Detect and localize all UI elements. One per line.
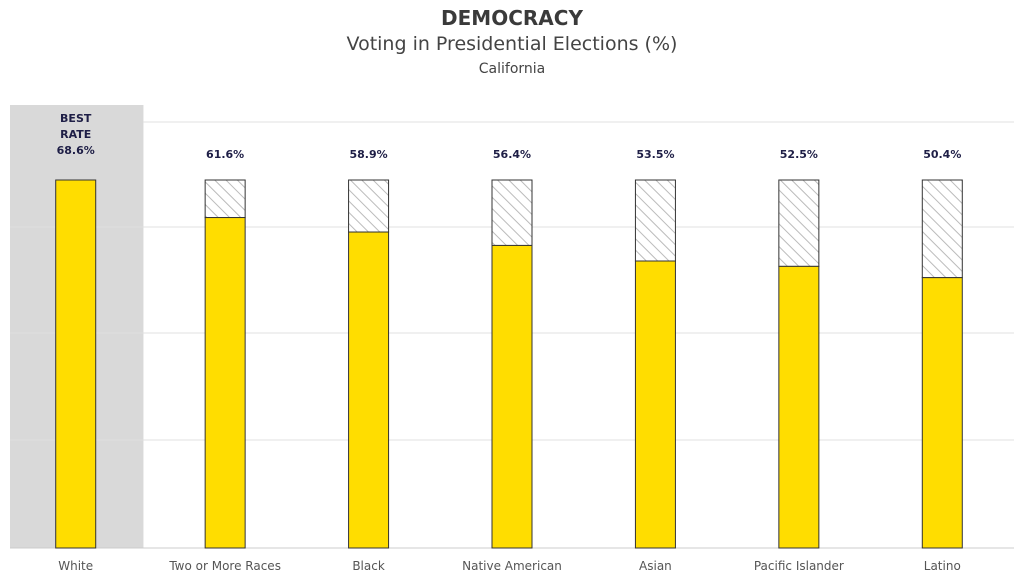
- gap-to-best-bar: [778, 179, 820, 267]
- gap-to-best-bar: [921, 179, 963, 279]
- bar: [55, 179, 97, 549]
- gap-to-best-bar: [634, 179, 676, 262]
- bar-value-label: 61.6%: [206, 148, 244, 161]
- chart-title: DEMOCRACY: [441, 6, 583, 30]
- bar: [204, 217, 246, 549]
- x-tick-label: Asian: [639, 559, 672, 573]
- bar: [921, 277, 963, 549]
- x-tick-label: White: [58, 559, 93, 573]
- x-tick-label: Native American: [462, 559, 562, 573]
- bar: [348, 231, 390, 549]
- chart-region: California: [478, 61, 546, 77]
- gap-to-best-bar: [204, 179, 246, 219]
- x-tick-label: Black: [352, 559, 385, 573]
- bar: [634, 260, 676, 549]
- x-tick-label: Two or More Races: [168, 559, 281, 573]
- bar-value-label: 53.5%: [636, 148, 674, 161]
- bar: [778, 265, 820, 549]
- bar-value-label: 58.9%: [349, 148, 387, 161]
- x-tick-label: Latino: [924, 559, 961, 573]
- gap-to-best-bar: [491, 179, 533, 246]
- best-rate-label: RATE: [60, 128, 91, 141]
- bar-value-label: 56.4%: [493, 148, 531, 161]
- chart-subtitle: Voting in Presidential Elections (%): [346, 33, 678, 55]
- bar: [491, 244, 533, 549]
- bar-value-label: 68.6%: [57, 144, 95, 157]
- plot-area: BEST RATE 68.6% White 61.6% Two or More Races…: [10, 105, 1014, 573]
- x-tick-label: Pacific Islander: [754, 559, 844, 573]
- best-rate-label: BEST: [60, 112, 92, 125]
- bar-value-label: 52.5%: [780, 148, 818, 161]
- bar-value-label: 50.4%: [923, 148, 961, 161]
- gap-to-best-bar: [348, 179, 390, 233]
